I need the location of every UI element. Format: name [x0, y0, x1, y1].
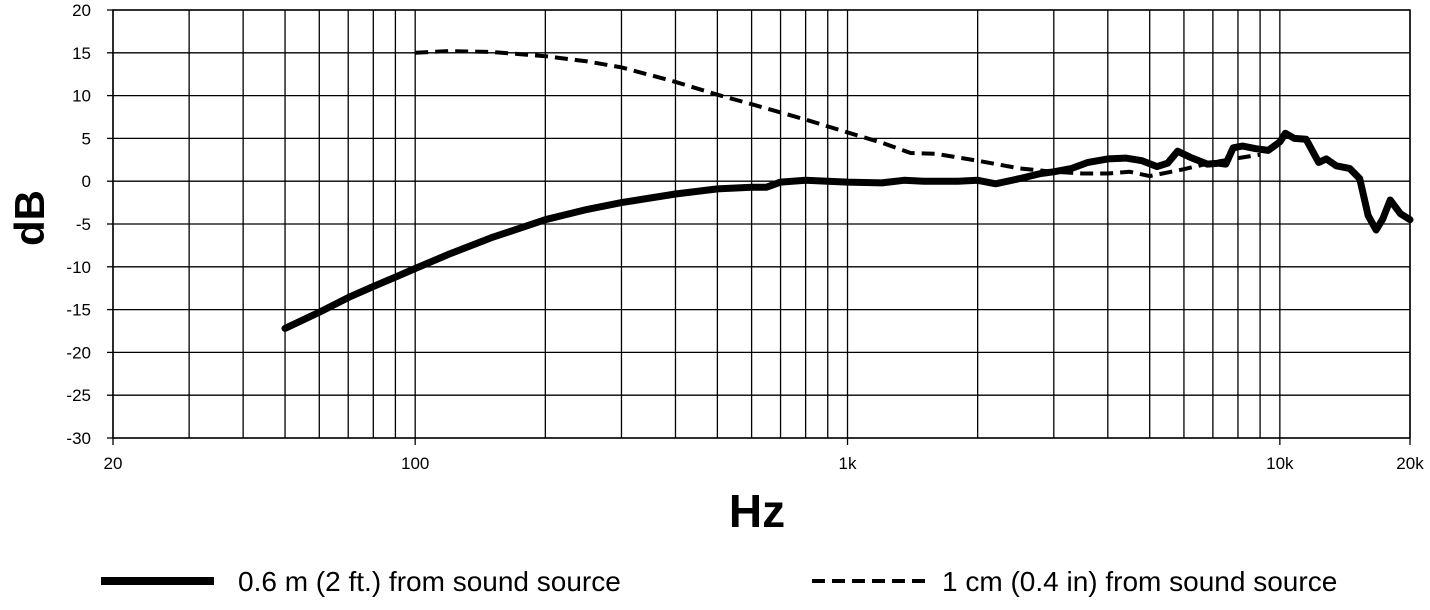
legend: 0.6 m (2 ft.) from sound source 1 cm (0.4… [101, 566, 1337, 597]
y-tick-label: -10 [66, 258, 91, 277]
series-line-dashed [415, 49, 1261, 179]
x-axis-ticks: 20 100 1k 10k 20k [104, 438, 1424, 473]
x-tick-label: 10k [1266, 454, 1294, 473]
y-tick-label: -5 [76, 215, 91, 234]
series-lines [281, 49, 1414, 332]
y-tick-label: -15 [66, 301, 91, 320]
x-tick-label: 20 [104, 454, 123, 473]
legend-label: 0.6 m (2 ft.) from sound source [238, 566, 621, 597]
series-line-solid [281, 129, 1414, 332]
y-axis-ticks: 20 15 10 5 0 -5 -10 -15 -20 -25 -30 [66, 1, 113, 448]
y-tick-label: 20 [72, 1, 91, 20]
y-tick-label: -25 [66, 386, 91, 405]
legend-label: 1 cm (0.4 in) from sound source [942, 566, 1337, 597]
x-tick-label: 100 [401, 454, 429, 473]
y-tick-label: 10 [72, 87, 91, 106]
grid [112, 9, 1411, 439]
x-tick-label: 1k [839, 454, 857, 473]
x-tick-label: 20k [1396, 454, 1424, 473]
x-axis-title: Hz [729, 485, 785, 537]
y-tick-label: -20 [66, 343, 91, 362]
y-tick-label: 5 [82, 129, 91, 148]
y-tick-label: 0 [82, 172, 91, 191]
y-axis-title: dB [6, 190, 53, 246]
y-tick-label: -30 [66, 429, 91, 448]
y-tick-label: 15 [72, 44, 91, 63]
